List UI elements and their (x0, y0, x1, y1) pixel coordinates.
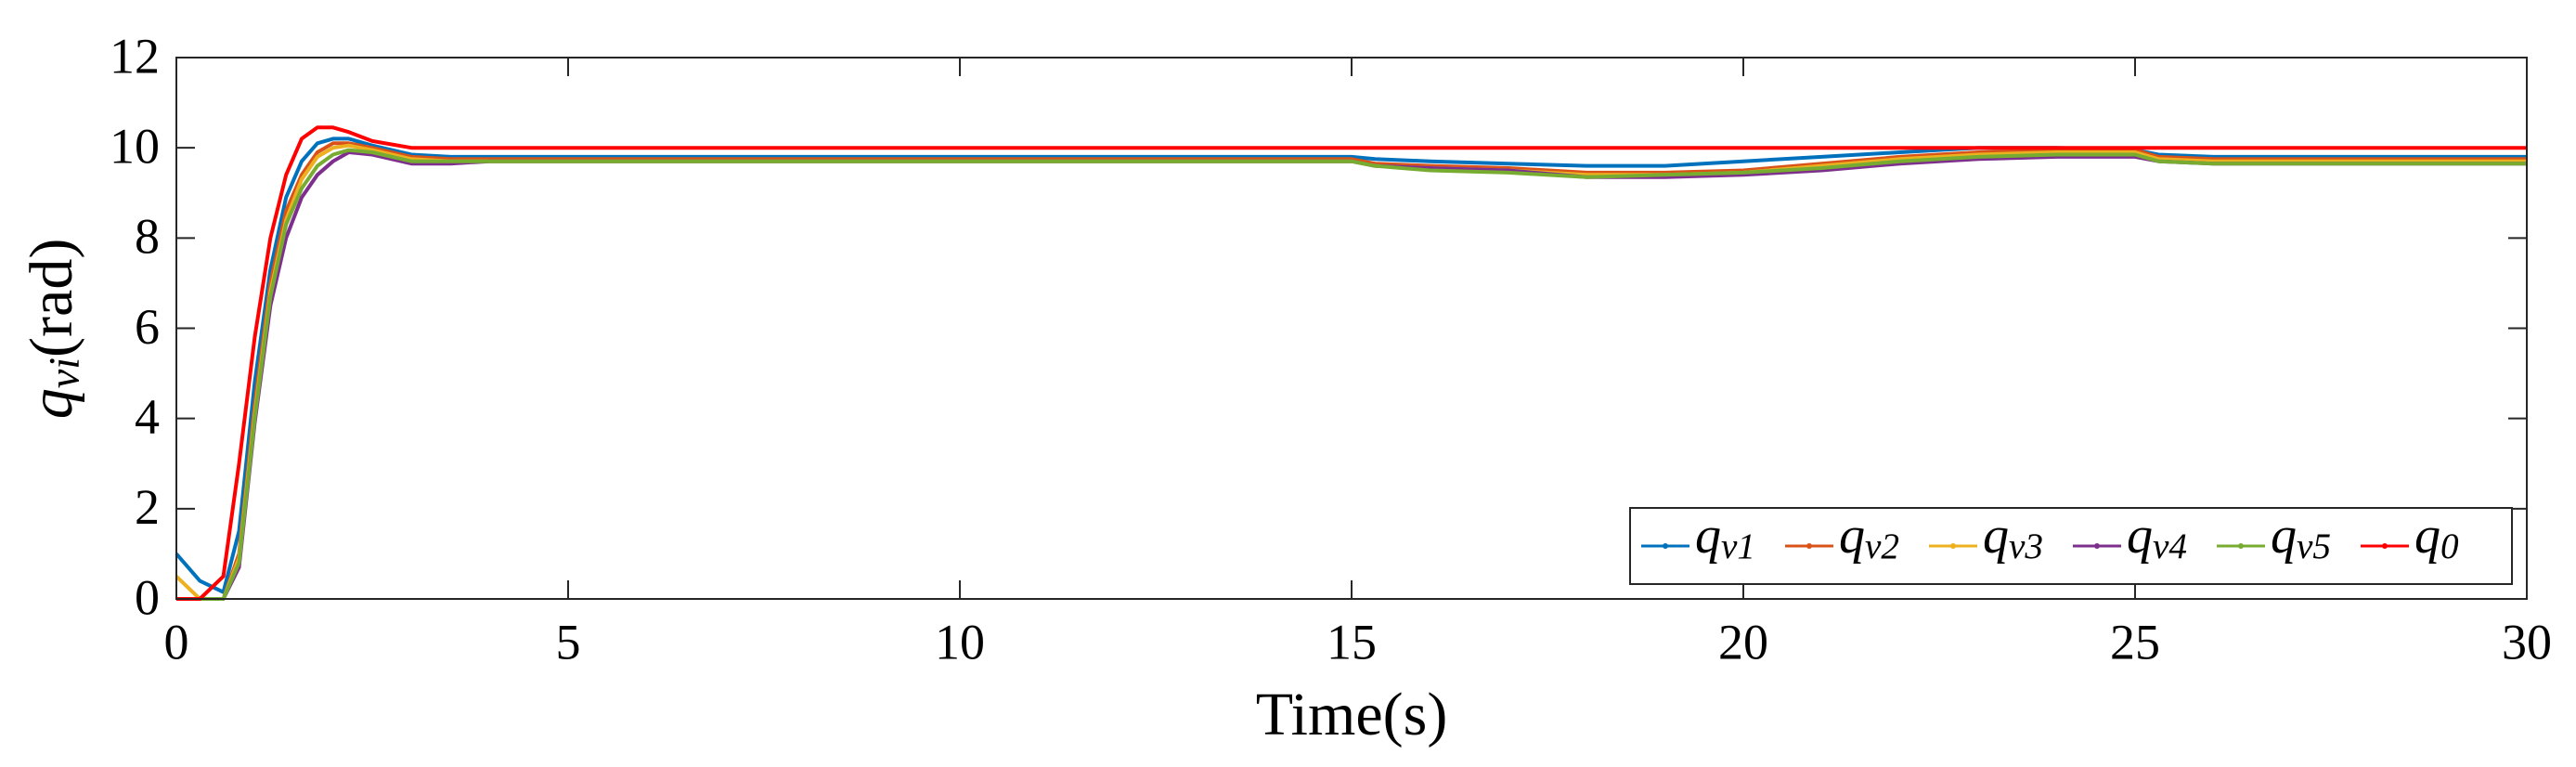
x-axis-label: Time(s) (1256, 681, 1448, 748)
legend-label: qv2 (1839, 507, 1899, 566)
y-tick-label: 8 (135, 209, 160, 265)
y-tick-label: 12 (110, 28, 160, 84)
y-tick-label: 0 (135, 569, 160, 625)
legend-marker (1806, 543, 1812, 549)
x-tick-label: 15 (1327, 614, 1377, 670)
x-tick-label: 20 (1718, 614, 1768, 670)
legend-marker (2382, 543, 2388, 549)
y-tick-label: 4 (135, 389, 160, 445)
x-tick-label: 25 (2110, 614, 2160, 670)
y-axis-label: qvi(rad) (18, 239, 87, 420)
legend-marker (1950, 543, 1956, 549)
x-tick-label: 0 (164, 614, 189, 670)
series-line (176, 125, 2527, 601)
y-tick-label: 10 (110, 119, 160, 175)
x-tick-label: 5 (556, 614, 581, 670)
series-line (176, 141, 2527, 601)
legend-marker (2238, 543, 2244, 549)
legend-marker (1663, 543, 1668, 549)
legend-label: q0 (2414, 507, 2459, 566)
y-tick-label: 2 (135, 479, 160, 535)
legend-label: qv3 (1983, 507, 2043, 566)
x-tick-label: 30 (2502, 614, 2552, 670)
x-tick-label: 10 (935, 614, 985, 670)
legend-marker (2094, 543, 2100, 549)
plot-frame (175, 57, 2528, 600)
legend-label: qv1 (1695, 507, 1755, 566)
legend-label: qv4 (2127, 507, 2187, 566)
legend-label: qv5 (2271, 507, 2331, 566)
series-line (176, 148, 2527, 601)
y-tick-label: 6 (135, 299, 160, 355)
